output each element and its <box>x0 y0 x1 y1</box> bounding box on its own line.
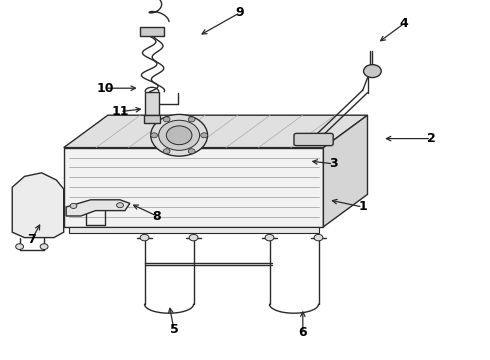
Circle shape <box>159 120 199 150</box>
Text: 3: 3 <box>329 157 338 170</box>
FancyBboxPatch shape <box>294 134 333 146</box>
Text: 6: 6 <box>298 327 307 339</box>
Circle shape <box>163 149 170 154</box>
Text: 10: 10 <box>97 82 114 95</box>
Circle shape <box>151 114 208 156</box>
Circle shape <box>140 234 149 241</box>
Circle shape <box>201 133 208 138</box>
Circle shape <box>40 244 48 249</box>
Circle shape <box>188 117 195 122</box>
Polygon shape <box>144 115 160 123</box>
Text: 11: 11 <box>111 105 129 118</box>
Polygon shape <box>69 227 318 233</box>
Text: 2: 2 <box>427 132 436 145</box>
Polygon shape <box>323 115 368 227</box>
Circle shape <box>189 234 198 241</box>
Polygon shape <box>12 173 64 238</box>
Polygon shape <box>64 115 368 148</box>
Text: 1: 1 <box>358 201 367 213</box>
Circle shape <box>70 203 77 208</box>
Polygon shape <box>66 200 130 216</box>
Text: 7: 7 <box>27 233 36 246</box>
Circle shape <box>364 65 381 78</box>
Text: 5: 5 <box>170 323 178 336</box>
Text: 9: 9 <box>236 6 245 19</box>
Circle shape <box>188 149 195 154</box>
Polygon shape <box>64 148 323 227</box>
Circle shape <box>314 234 323 241</box>
Text: 8: 8 <box>152 210 161 222</box>
Circle shape <box>151 133 158 138</box>
Polygon shape <box>145 92 159 115</box>
Circle shape <box>166 126 192 145</box>
Circle shape <box>163 117 170 122</box>
Circle shape <box>117 203 123 208</box>
Text: 4: 4 <box>400 17 409 30</box>
Polygon shape <box>140 27 164 36</box>
Circle shape <box>16 244 24 249</box>
Circle shape <box>265 234 274 241</box>
